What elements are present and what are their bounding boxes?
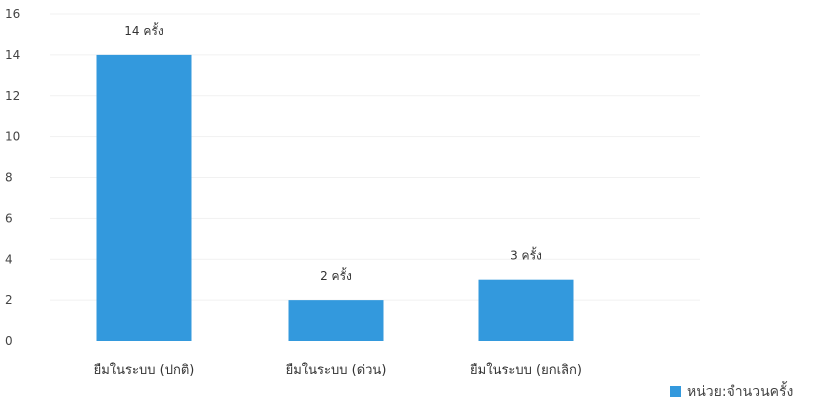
bar xyxy=(478,279,574,341)
y-tick-label: 4 xyxy=(5,252,13,266)
legend-swatch xyxy=(670,386,681,397)
category-label: ยืมในระบบ (ปกติ) xyxy=(93,362,194,378)
data-labels: 14 ครั้ง 2 ครั้ง 3 ครั้ง xyxy=(124,22,542,283)
data-label: 2 ครั้ง xyxy=(320,267,352,283)
y-tick-label: 14 xyxy=(5,48,20,62)
y-tick-label: 6 xyxy=(5,211,13,225)
y-tick-label: 0 xyxy=(5,334,13,348)
bars xyxy=(96,54,574,341)
category-label: ยืมในระบบ (ด่วน) xyxy=(285,362,386,378)
data-label: 14 ครั้ง xyxy=(124,22,163,38)
y-tick-label: 2 xyxy=(5,293,13,307)
y-tick-label: 8 xyxy=(5,171,13,185)
bar xyxy=(96,54,192,341)
bar xyxy=(288,300,384,341)
legend: หน่วย:จำนวนครั้ง xyxy=(670,381,793,400)
y-tick-label: 16 xyxy=(5,7,20,21)
category-label: ยืมในระบบ (ยกเลิก) xyxy=(470,362,582,378)
legend-label: หน่วย:จำนวนครั้ง xyxy=(687,381,793,400)
data-label: 3 ครั้ง xyxy=(510,247,542,263)
y-tick-label: 12 xyxy=(5,89,20,103)
category-labels: ยืมในระบบ (ปกติ) ยืมในระบบ (ด่วน) ยืมในระบ… xyxy=(93,362,582,378)
y-axis-ticks: 0 2 4 6 8 10 12 14 16 xyxy=(5,7,20,348)
y-tick-label: 10 xyxy=(5,130,20,144)
